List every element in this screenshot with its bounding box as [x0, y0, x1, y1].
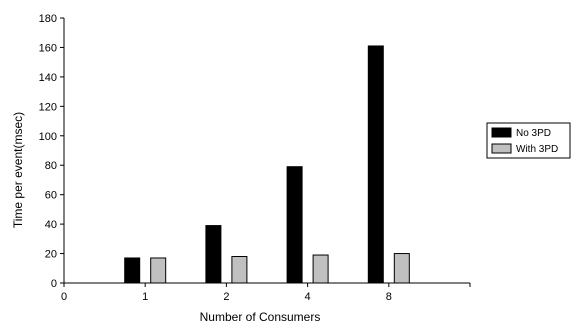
- x-axis: 0 1 2 4 8: [61, 282, 471, 303]
- y-axis-title: Time per event(msec): [11, 112, 25, 228]
- legend: No 3PD With 3PD: [486, 122, 571, 159]
- x-axis-title: Number of Consumers: [200, 310, 321, 324]
- y-tick-label: 20: [45, 249, 57, 261]
- bar-no-3pd-1: [124, 257, 141, 284]
- x-tick-label: 2: [223, 291, 229, 303]
- bar-with-3pd-4: [312, 254, 329, 284]
- bar-with-3pd-1: [150, 257, 167, 284]
- legend-swatch-with-3pd: [491, 143, 512, 154]
- y-axis: 0 20 40 60 80 100 120 140 160 180: [39, 13, 65, 290]
- plot-area: [124, 45, 410, 284]
- bar-no-3pd-4: [286, 166, 303, 284]
- y-tick-label: 80: [45, 160, 57, 172]
- y-tick-label: 40: [45, 219, 57, 231]
- x-tick-label: 0: [61, 291, 67, 303]
- legend-label-with-3pd: With 3PD: [516, 144, 558, 155]
- y-tick-label: 140: [39, 72, 57, 84]
- bar-with-3pd-8: [393, 253, 410, 284]
- y-tick-label: 160: [39, 42, 57, 54]
- bar-no-3pd-8: [367, 45, 384, 284]
- bar-with-3pd-2: [231, 256, 248, 284]
- y-tick-label: 0: [51, 278, 57, 290]
- y-tick-label: 180: [39, 13, 57, 25]
- bar-no-3pd-2: [205, 225, 222, 284]
- legend-swatch-no-3pd: [491, 127, 512, 138]
- x-tick-label: 1: [142, 291, 148, 303]
- x-tick-label: 4: [305, 291, 311, 303]
- y-tick-label: 100: [39, 131, 57, 143]
- y-tick-label: 120: [39, 101, 57, 113]
- x-tick-label: 8: [386, 291, 392, 303]
- legend-label-no-3pd: No 3PD: [516, 128, 551, 139]
- y-tick-label: 60: [45, 190, 57, 202]
